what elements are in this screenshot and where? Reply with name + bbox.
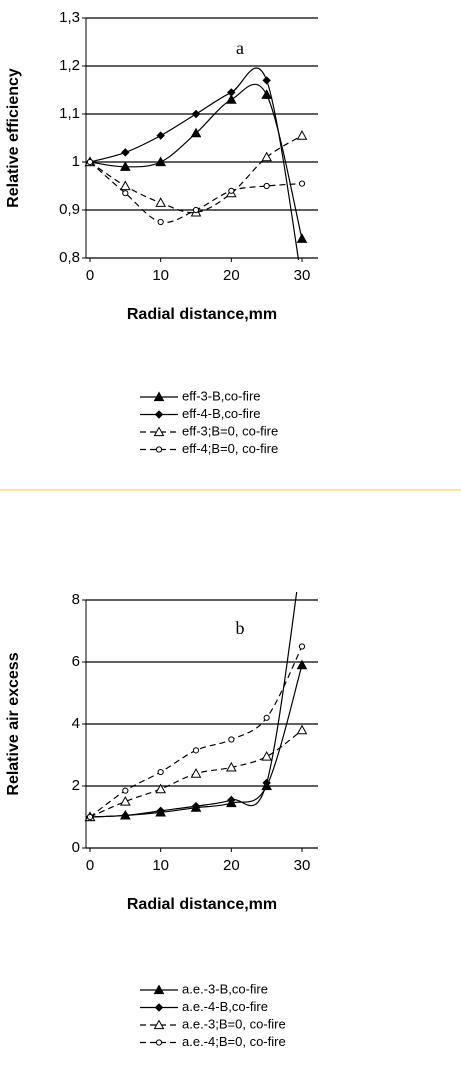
- marker: [227, 795, 236, 805]
- y-tick-label: 8: [72, 591, 80, 608]
- marker: [296, 233, 308, 243]
- legend-label: a.e.-4-B,co-fire: [182, 999, 268, 1014]
- marker: [119, 795, 131, 806]
- x-axis-label: Radial distance,mm: [127, 896, 277, 913]
- marker: [225, 94, 237, 104]
- x-tick-label: 20: [223, 267, 240, 284]
- marker: [154, 410, 164, 419]
- x-tick-label: 0: [86, 267, 94, 284]
- legend-label: a.e.-3-B,co-fire: [182, 981, 268, 996]
- marker: [263, 714, 270, 721]
- marker: [261, 151, 273, 162]
- marker: [121, 148, 130, 157]
- marker: [261, 89, 273, 99]
- y-tick-label: 0,8: [59, 249, 80, 266]
- marker: [153, 391, 165, 402]
- legend-label: a.e.-3;B=0, co-fire: [182, 1016, 286, 1031]
- annotation: b: [236, 618, 245, 638]
- marker: [156, 131, 165, 140]
- y-tick-label: 1,1: [59, 105, 80, 122]
- y-tick-label: 1: [72, 153, 80, 170]
- y-tick-label: 0: [72, 839, 80, 856]
- marker: [86, 813, 94, 821]
- marker: [190, 768, 202, 778]
- marker: [157, 768, 164, 776]
- x-tick-label: 10: [152, 267, 169, 284]
- marker: [153, 426, 165, 437]
- marker: [296, 659, 308, 670]
- x-tick-label: 30: [294, 267, 311, 284]
- marker: [155, 156, 167, 167]
- marker: [298, 180, 306, 187]
- marker: [190, 127, 202, 138]
- marker: [156, 806, 165, 816]
- series-line: [89, 646, 303, 818]
- marker: [119, 180, 131, 191]
- y-axis-label: Relative air excess: [5, 652, 22, 795]
- series-line: [89, 67, 300, 260]
- legend-label: eff-4-B,co-fire: [182, 406, 261, 421]
- marker: [263, 182, 270, 190]
- marker: [153, 1019, 165, 1030]
- legend-label: a.e.-4;B=0, co-fire: [182, 1034, 286, 1049]
- y-tick-label: 6: [72, 653, 80, 670]
- marker: [155, 783, 167, 794]
- marker: [227, 88, 236, 97]
- x-tick-label: 30: [294, 857, 311, 874]
- marker: [262, 778, 271, 788]
- marker: [157, 218, 164, 226]
- x-tick-label: 10: [152, 857, 169, 874]
- series-line: [89, 135, 303, 214]
- annotation: a: [236, 38, 244, 58]
- marker: [296, 724, 308, 735]
- x-tick-label: 0: [86, 857, 94, 874]
- marker: [154, 1003, 164, 1012]
- marker: [296, 130, 308, 140]
- marker: [192, 206, 200, 214]
- y-axis-label: Relative efficiency: [5, 68, 22, 208]
- marker: [153, 984, 165, 995]
- marker: [86, 158, 94, 166]
- marker: [192, 747, 200, 754]
- y-tick-label: 1,2: [59, 57, 80, 74]
- x-tick-label: 20: [223, 857, 240, 874]
- legend-label: eff-3-B,co-fire: [182, 388, 261, 403]
- marker: [225, 761, 237, 772]
- plot-area: [84, 67, 308, 260]
- plot-area: [84, 592, 308, 822]
- y-tick-label: 4: [72, 715, 80, 732]
- marker: [122, 190, 129, 197]
- marker: [191, 801, 201, 811]
- marker: [262, 76, 271, 85]
- x-axis-label: Radial distance,mm: [127, 306, 277, 323]
- marker: [122, 787, 129, 794]
- legend-label: eff-4;B=0, co-fire: [182, 441, 278, 456]
- y-tick-label: 2: [72, 777, 80, 794]
- marker: [261, 751, 273, 761]
- marker: [228, 736, 235, 743]
- marker: [228, 187, 235, 194]
- marker: [121, 811, 130, 820]
- y-tick-label: 1,3: [59, 9, 80, 26]
- marker: [298, 643, 306, 650]
- marker: [191, 109, 201, 119]
- marker: [155, 1039, 163, 1046]
- legend-label: eff-3;B=0, co-fire: [182, 423, 278, 438]
- marker: [119, 161, 131, 171]
- marker: [155, 446, 163, 453]
- series-line: [89, 664, 303, 818]
- marker: [155, 197, 167, 207]
- y-tick-label: 0,9: [59, 201, 80, 218]
